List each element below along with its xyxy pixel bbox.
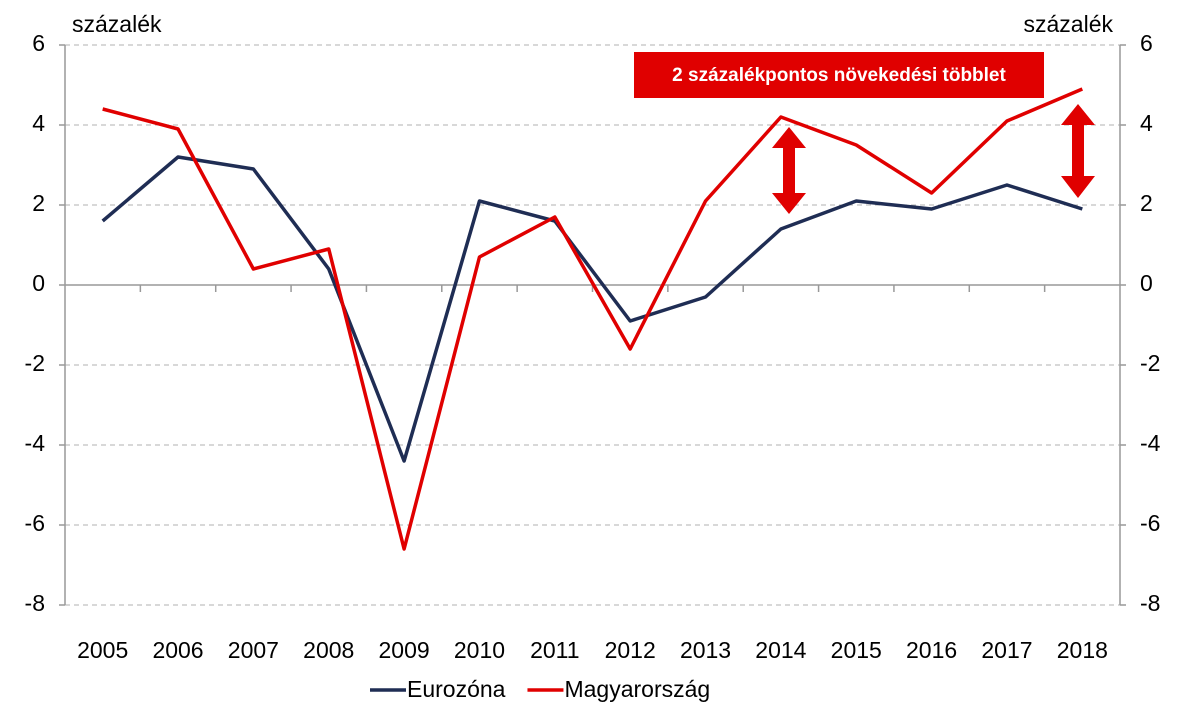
legend-label: Eurozóna bbox=[407, 676, 506, 702]
y-tick-label: -6 bbox=[25, 510, 45, 536]
x-tick-label: 2007 bbox=[228, 637, 279, 663]
y2-tick-label: 2 bbox=[1140, 190, 1153, 216]
y-tick-label: -4 bbox=[25, 430, 46, 456]
x-tick-label: 2015 bbox=[831, 637, 882, 663]
y-tick-label: 6 bbox=[32, 30, 45, 56]
y2-tick-label: 6 bbox=[1140, 30, 1153, 56]
y-axis-label: százalék bbox=[72, 11, 162, 37]
y2-tick-label: -2 bbox=[1140, 350, 1160, 376]
x-tick-label: 2010 bbox=[454, 637, 505, 663]
x-tick-label: 2013 bbox=[680, 637, 731, 663]
y-tick-label: -2 bbox=[25, 350, 45, 376]
line-series bbox=[102, 87, 1084, 551]
x-tick-label: 2009 bbox=[379, 637, 430, 663]
annotation-box bbox=[634, 52, 1044, 98]
x-tick-label: 2006 bbox=[152, 637, 203, 663]
arrow bbox=[1061, 104, 1095, 198]
x-tick-label: 2011 bbox=[530, 637, 579, 663]
x-tick-label: 2008 bbox=[303, 637, 354, 663]
arrows bbox=[772, 104, 1095, 214]
y2-tick-label: 0 bbox=[1140, 270, 1153, 296]
arrow bbox=[772, 127, 806, 214]
x-tick-label: 2018 bbox=[1057, 637, 1108, 663]
line-series bbox=[101, 155, 1083, 463]
annotation: 2 százalékpontos növekedési többlet bbox=[672, 65, 1006, 86]
y-tick-label: 0 bbox=[32, 270, 45, 296]
y-tick-label: 2 bbox=[32, 190, 45, 216]
y2-tick-label: 4 bbox=[1140, 110, 1153, 136]
x-tick-label: 2014 bbox=[755, 637, 806, 663]
x-tick-label: 2005 bbox=[77, 637, 128, 663]
y2-tick-label: -6 bbox=[1140, 510, 1160, 536]
x-tick-label: 2017 bbox=[981, 637, 1032, 663]
x-tick-label: 2012 bbox=[605, 637, 656, 663]
y2-tick-label: -4 bbox=[1140, 430, 1161, 456]
y-tick-label: -8 bbox=[25, 590, 45, 616]
legend-label: Magyarország bbox=[564, 676, 710, 702]
y-tick-label: 4 bbox=[32, 110, 45, 136]
x-tick-label: 2016 bbox=[906, 637, 957, 663]
y2-axis-label: százalék bbox=[1024, 11, 1114, 37]
y2-tick-label: -8 bbox=[1140, 590, 1160, 616]
